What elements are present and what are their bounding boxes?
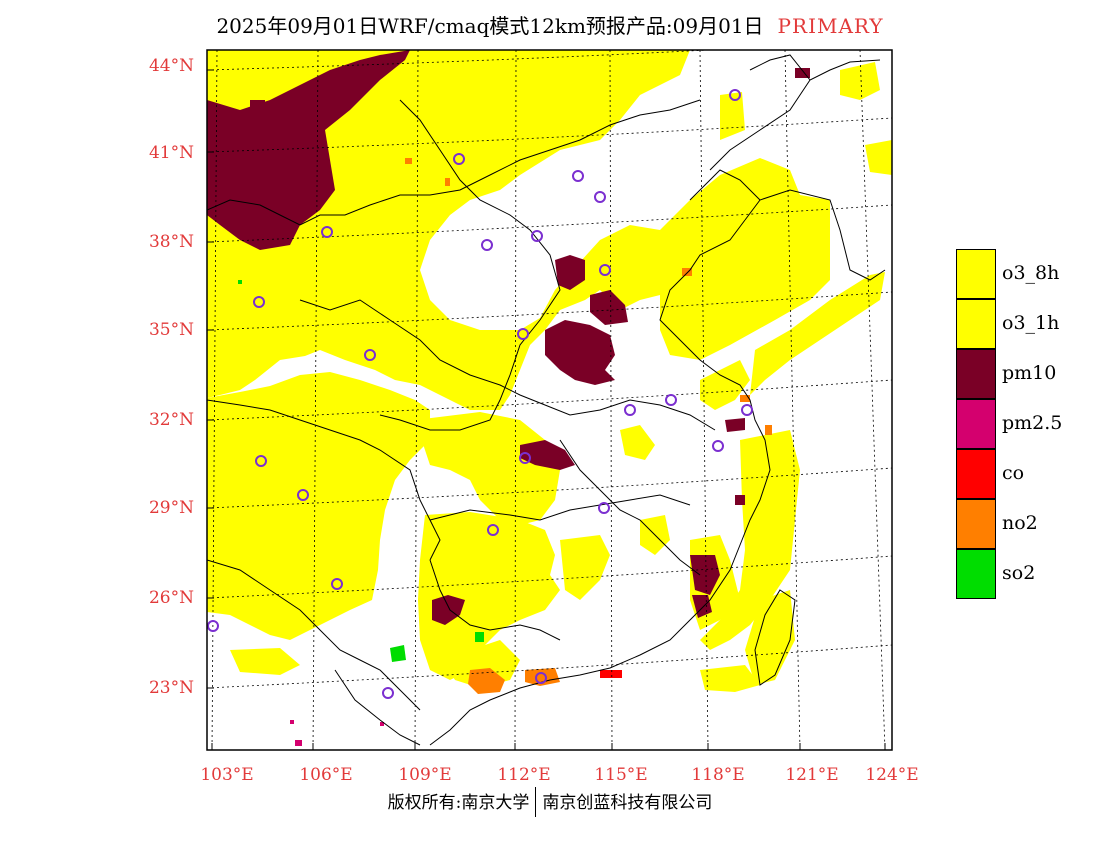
- lon-label-115: 115°E: [594, 765, 648, 785]
- lat-label-38: 38°N: [148, 232, 194, 252]
- station-marker: [481, 239, 493, 251]
- legend-label: co: [1002, 462, 1025, 484]
- station-marker: [487, 524, 499, 536]
- footer-divider: [535, 786, 537, 817]
- station-marker: [594, 191, 606, 203]
- copyright-footer: 版权所有:南京大学 南京创蓝科技有限公司: [0, 786, 1100, 819]
- legend-swatch: [956, 399, 996, 449]
- legend-swatch: [956, 249, 996, 299]
- legend-label: o3_8h: [1002, 262, 1060, 284]
- lat-label-35: 35°N: [148, 320, 194, 340]
- station-marker: [624, 404, 636, 416]
- lon-label-118: 118°E: [691, 765, 745, 785]
- map-area: [207, 50, 892, 750]
- legend-swatch: [956, 299, 996, 349]
- legend-label: pm2.5: [1002, 412, 1063, 434]
- legend-label: so2: [1002, 562, 1036, 584]
- copyright-owner: 版权所有:南京大学: [387, 793, 530, 813]
- station-marker: [572, 170, 584, 182]
- station-marker: [712, 440, 724, 452]
- legend-swatch: [956, 549, 996, 599]
- lon-label-124: 124°E: [865, 765, 919, 785]
- o3-coverage: [207, 50, 892, 692]
- lat-label-29: 29°N: [148, 498, 194, 518]
- station-marker: [741, 404, 753, 416]
- station-marker: [519, 452, 531, 464]
- no2-coverage: [405, 158, 772, 694]
- station-marker: [207, 620, 219, 632]
- so2-coverage: [238, 280, 484, 662]
- station-marker: [729, 89, 741, 101]
- legend-swatch: [956, 349, 996, 399]
- station-marker: [517, 328, 529, 340]
- lon-label-103: 103°E: [200, 765, 254, 785]
- station-marker: [364, 349, 376, 361]
- station-marker: [599, 264, 611, 276]
- station-marker: [255, 455, 267, 467]
- station-marker: [453, 153, 465, 165]
- map-frame: [206, 49, 893, 751]
- lon-label-121: 121°E: [785, 765, 839, 785]
- station-markers: [207, 89, 753, 699]
- station-marker: [331, 578, 343, 590]
- legend-label: o3_1h: [1002, 312, 1060, 334]
- station-marker: [665, 394, 677, 406]
- station-marker: [598, 502, 610, 514]
- pm10-coverage: [207, 50, 810, 625]
- station-marker: [253, 296, 265, 308]
- title-main: 2025年09月01日WRF/cmaq模式12km预报产品:09月01日: [216, 14, 764, 38]
- lon-label-109: 109°E: [398, 765, 452, 785]
- title-tag: PRIMARY: [777, 14, 884, 38]
- lon-label-106: 106°E: [299, 765, 353, 785]
- lon-label-112: 112°E: [497, 765, 551, 785]
- co-coverage: [600, 670, 622, 678]
- axis-ticks: [207, 69, 886, 750]
- station-marker: [321, 226, 333, 238]
- lat-label-26: 26°N: [148, 588, 194, 608]
- station-marker: [297, 489, 309, 501]
- graticule: [207, 50, 892, 750]
- legend-label: no2: [1002, 512, 1038, 534]
- lat-label-23: 23°N: [148, 678, 194, 698]
- station-marker: [382, 687, 394, 699]
- station-marker: [531, 230, 543, 242]
- legend-swatch: [956, 449, 996, 499]
- copyright-company: 南京创蓝科技有限公司: [542, 793, 713, 813]
- legend-label: pm10: [1002, 362, 1057, 384]
- lat-label-41: 41°N: [148, 143, 194, 163]
- lat-label-32: 32°N: [148, 410, 194, 430]
- legend-swatch: [956, 499, 996, 549]
- map-title: 2025年09月01日WRF/cmaq模式12km预报产品:09月01日 PRIM…: [0, 10, 1100, 39]
- lat-label-44: 44°N: [148, 56, 194, 76]
- pm25-coverage: [290, 720, 384, 746]
- station-marker: [535, 672, 547, 684]
